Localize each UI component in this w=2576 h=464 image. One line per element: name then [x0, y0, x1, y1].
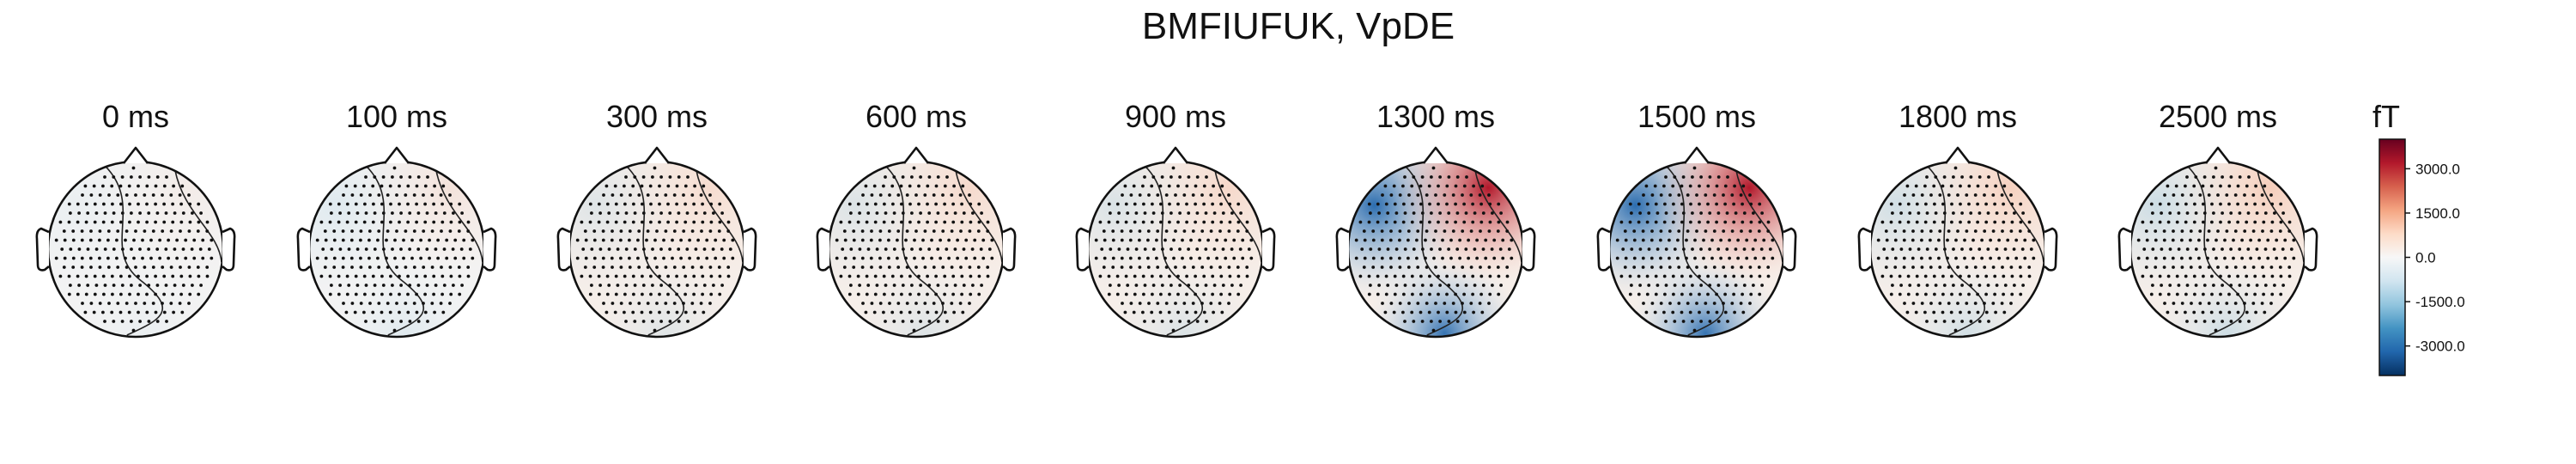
colorbar-unit: fT [2372, 99, 2400, 134]
left-ear [296, 227, 311, 272]
right-ear [1002, 227, 1017, 272]
topomap-panel: 1800 ms [1857, 99, 2058, 339]
topomap-time-label: 900 ms [1125, 99, 1226, 134]
topomap-contour [1926, 165, 1986, 336]
colorbar: fT 3000.0 1500.0 0.0 -1500.0 -3000.0 [2372, 99, 2465, 376]
topomap-contour [884, 165, 945, 336]
right-ear [222, 227, 236, 272]
topomap-panel: 0 ms [35, 99, 236, 339]
sensor-dots [315, 166, 475, 333]
topomap-contour [1144, 165, 1204, 336]
topomap-panel: 1500 ms [1596, 99, 1797, 339]
left-ear [2117, 227, 2132, 272]
nose [902, 146, 930, 164]
sensor-dots [575, 166, 735, 333]
topomap-contour [696, 170, 744, 263]
colorbar-tick-label: 0.0 [2415, 250, 2436, 266]
sensor-dots [54, 166, 214, 333]
topomap-time-label: 300 ms [606, 99, 708, 134]
nose [1422, 146, 1449, 164]
topomap-panel: 100 ms [296, 99, 497, 339]
colorbar-tick-label: -3000.0 [2415, 339, 2465, 355]
left-ear [1075, 227, 1090, 272]
sensor-dots [1094, 166, 1254, 333]
right-ear [2304, 227, 2318, 272]
nose [122, 146, 149, 164]
colorbar-tick-label: 3000.0 [2415, 161, 2460, 177]
nose [2204, 146, 2232, 164]
colorbar-tick-label: 1500.0 [2415, 205, 2460, 222]
sensor-dots [835, 166, 994, 333]
topomap-contour [104, 165, 164, 336]
nose [1683, 146, 1710, 164]
nose [643, 146, 671, 164]
sensor-dots [1354, 166, 1514, 333]
nose [1944, 146, 1971, 164]
right-ear [1783, 227, 1797, 272]
right-ear [483, 227, 497, 272]
topomap-time-label: 600 ms [866, 99, 967, 134]
left-ear [556, 227, 571, 272]
topomap-time-label: 1500 ms [1637, 99, 1756, 134]
sensor-dots [1615, 166, 1775, 333]
topomap-panels: 0 ms 100 ms 300 ms 600 ms 900 ms 1300 ms 1500 … [35, 99, 2318, 339]
topomap-contour [1214, 170, 1262, 263]
topomap-contour [2186, 165, 2246, 336]
topomap-contour [1665, 165, 1725, 336]
left-ear [35, 227, 50, 272]
topomap-contour [435, 170, 483, 263]
left-ear [816, 227, 830, 272]
right-ear [743, 227, 757, 272]
colorbar-tick-label: -1500.0 [2415, 294, 2465, 310]
topomap-contour [1996, 170, 2044, 263]
topomap-contour [1474, 170, 1522, 263]
topomap-contour [955, 170, 1003, 263]
colorbar-gradient [2379, 138, 2406, 376]
left-ear [1857, 227, 1872, 272]
topomap-panel: 600 ms [816, 99, 1017, 339]
topomap-time-label: 1800 ms [1899, 99, 2017, 134]
topomap-panel: 900 ms [1075, 99, 1276, 339]
topomap-time-label: 2500 ms [2159, 99, 2277, 134]
topomap-panel: 300 ms [556, 99, 757, 339]
sensor-dots [2136, 166, 2296, 333]
figure-title: BMFIUFUK, VpDE [1142, 5, 1455, 47]
topomap-time-label: 1300 ms [1376, 99, 1495, 134]
topomap-time-label: 100 ms [346, 99, 447, 134]
topomap-contour [625, 165, 685, 336]
nose [383, 146, 410, 164]
topomap-contour [1735, 170, 1783, 263]
right-ear [1261, 227, 1276, 272]
topomap-panel: 1300 ms [1335, 99, 1536, 339]
topomap-contour [174, 170, 222, 263]
topomap-contour [365, 165, 425, 336]
right-ear [1522, 227, 1536, 272]
left-ear [1596, 227, 1611, 272]
topomap-panel: 2500 ms [2117, 99, 2318, 339]
topomap-time-label: 0 ms [102, 99, 169, 134]
nose [1162, 146, 1189, 164]
topomap-contour [2257, 170, 2305, 263]
topomap-contour [1404, 165, 1464, 336]
left-ear [1335, 227, 1350, 272]
sensor-dots [1876, 166, 2036, 333]
right-ear [2044, 227, 2058, 272]
